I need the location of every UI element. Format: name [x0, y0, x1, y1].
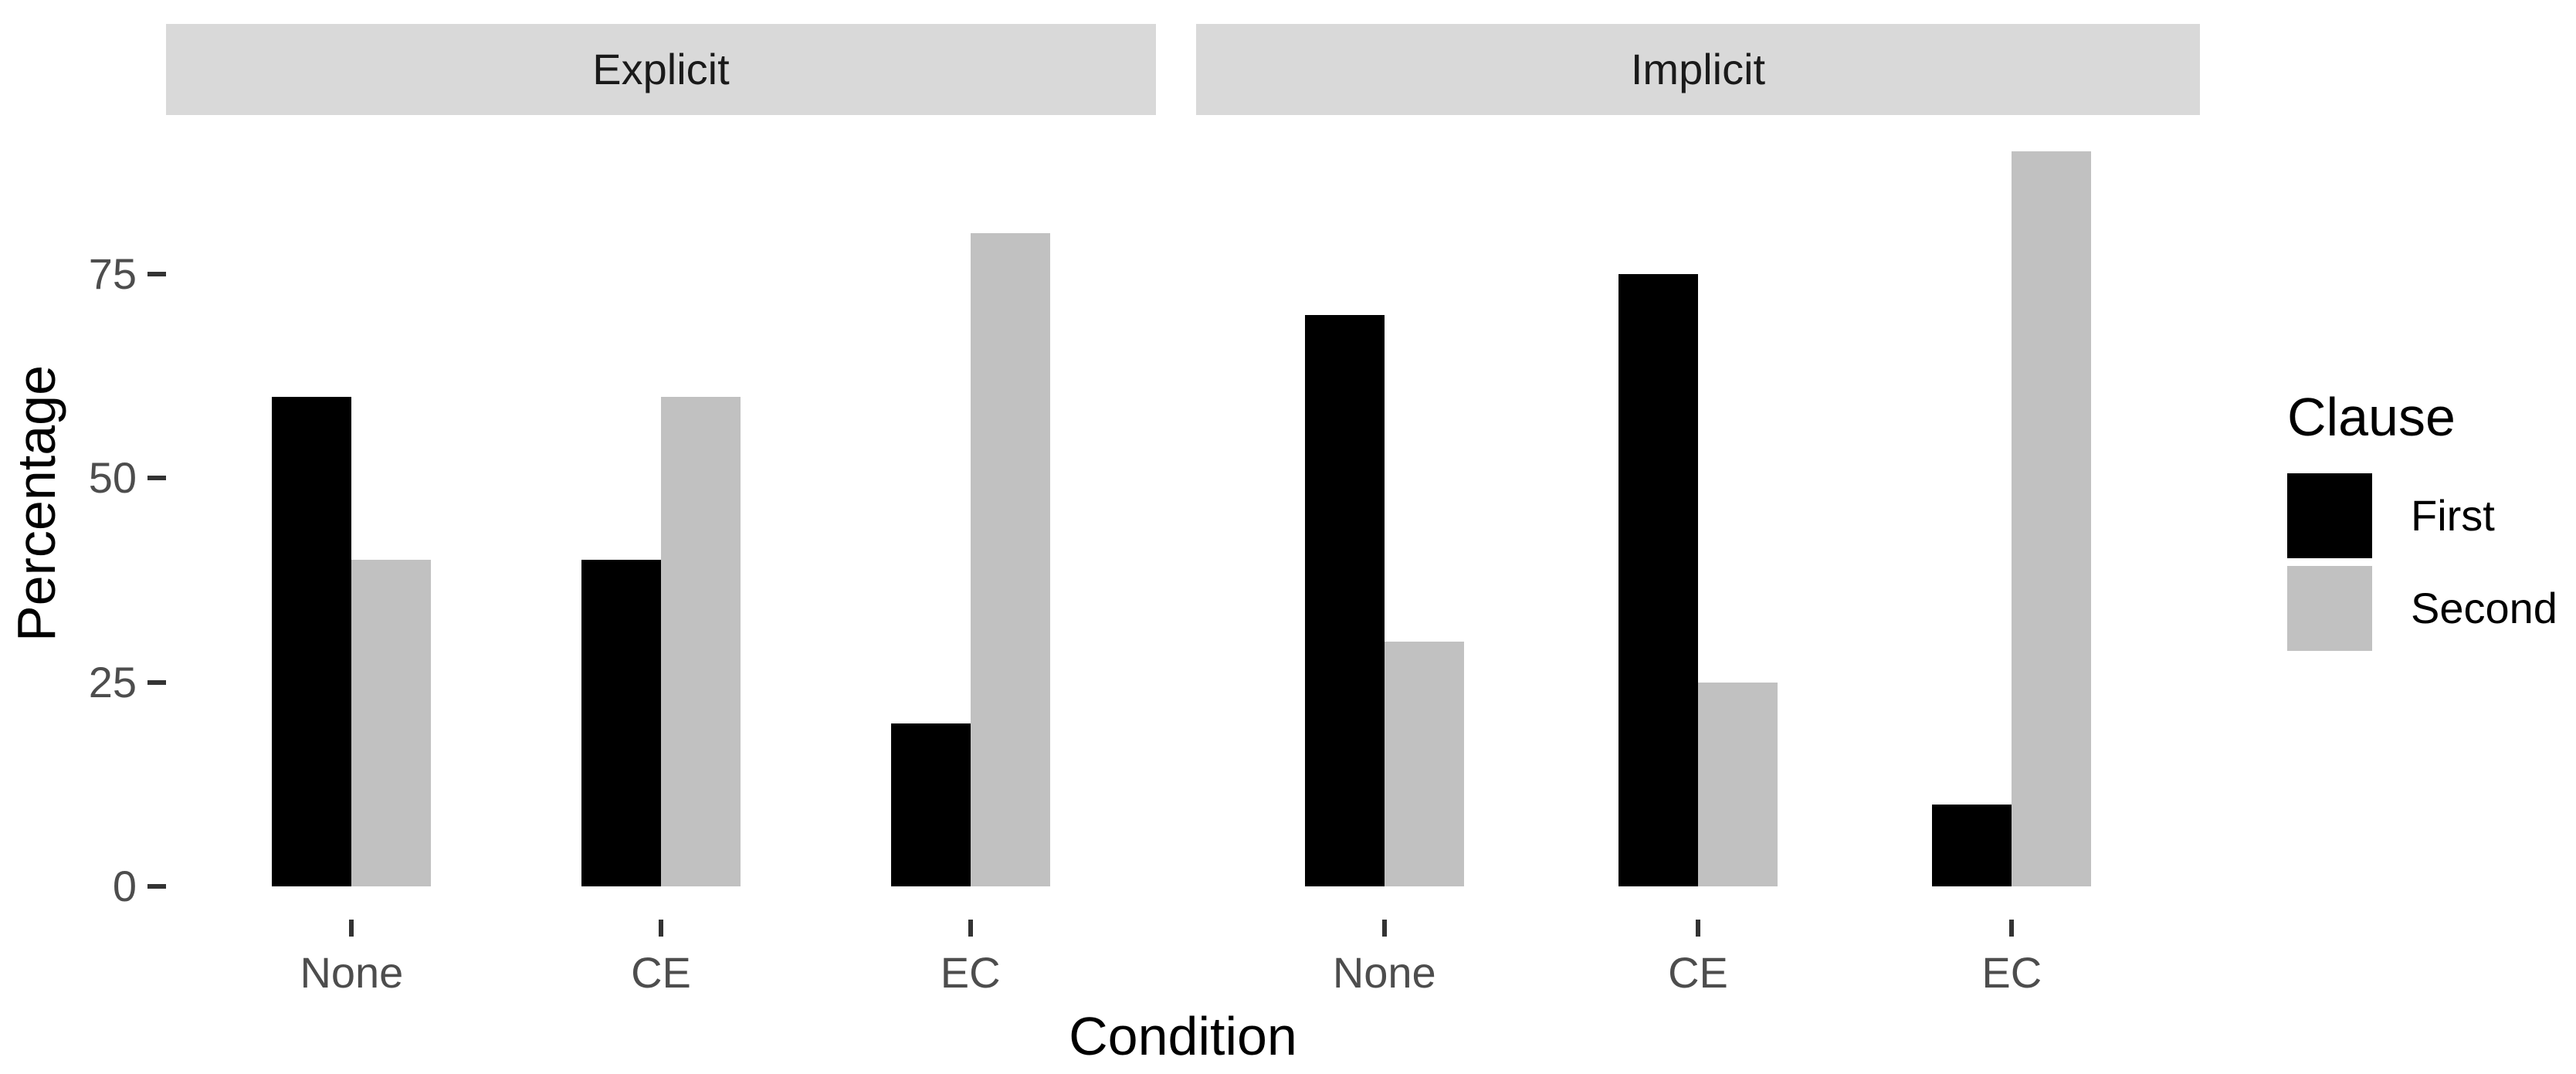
x-tick-label: EC	[1981, 948, 2042, 997]
x-tick-mark	[349, 920, 354, 937]
x-axis-title: Condition	[1069, 1006, 1297, 1066]
x-tick-mark	[2009, 920, 2015, 937]
y-tick-mark	[147, 272, 166, 276]
x-tick-mark	[1381, 920, 1387, 937]
bar-first-ce	[581, 560, 661, 886]
bar-second-ec	[970, 233, 1050, 886]
x-tick-label: None	[300, 948, 404, 997]
x-tick-mark	[968, 920, 973, 937]
bar-second-ce	[1698, 682, 1778, 886]
y-tick-label: 0	[112, 862, 137, 910]
x-tick-label: EC	[940, 948, 1001, 997]
facet-strip: Implicit	[1196, 24, 2200, 115]
bar-second-ce	[661, 396, 741, 886]
x-tick-mark	[659, 920, 663, 937]
facet-strip-label: Implicit	[1630, 45, 1766, 93]
facet-strip-label: Explicit	[592, 45, 730, 93]
bar-first-none	[1304, 314, 1385, 886]
bar-second-none	[1384, 641, 1464, 886]
y-axis-title: Percentage	[6, 364, 66, 642]
y-tick-mark	[147, 476, 166, 481]
bar-first-ec	[1932, 805, 2012, 886]
legend-label-second: Second	[2411, 584, 2557, 632]
y-tick-label: 75	[88, 249, 137, 298]
x-tick-mark	[1696, 920, 1700, 937]
legend-key-first	[2287, 473, 2372, 558]
bar-first-none	[272, 396, 352, 886]
legend-key-second	[2287, 566, 2372, 651]
bar-second-none	[351, 560, 432, 886]
x-tick-label: CE	[631, 948, 691, 997]
bar-second-ec	[2012, 151, 2092, 886]
y-tick-mark	[147, 679, 166, 685]
facet-strip: Explicit	[166, 24, 1156, 115]
bar-first-ce	[1618, 274, 1698, 886]
x-tick-label: CE	[1668, 948, 1728, 997]
y-tick-label: 25	[88, 657, 137, 706]
bar-first-ec	[890, 723, 971, 886]
legend-label-first: First	[2411, 491, 2495, 540]
y-tick-label: 50	[88, 453, 137, 503]
legend-title: Clause	[2287, 387, 2456, 447]
x-tick-label: None	[1332, 948, 1436, 997]
y-tick-mark	[147, 884, 166, 889]
